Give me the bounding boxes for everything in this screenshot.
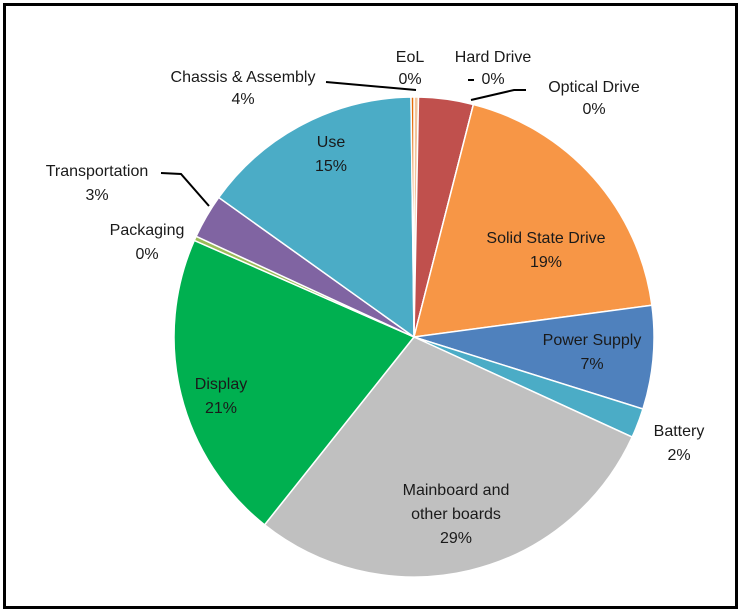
leader-line-chassis-and-assembly [325,81,417,91]
slice-label-packaging: Packaging [110,222,185,239]
slice-value-display: 21% [205,400,237,417]
pie-slices [173,96,655,578]
slice-label-hard-drive: Hard Drive [455,49,532,66]
slice-value-chassis-and-assembly: 4% [231,91,254,108]
slice-labels: EoL 0% Hard Drive 0% Optical Drive 0% Solid St… [46,49,705,547]
chart-frame: EoL 0% Hard Drive 0% Optical Drive 0% Solid St… [3,3,738,609]
slice-label-eol: EoL [396,49,425,66]
slice-value-power-supply: 7% [580,356,603,373]
pie-slice-power-supply [413,304,655,410]
slice-label-display: Display [195,376,247,393]
slice-value-battery: 2% [667,447,690,464]
slice-value-mainboard-and-other-boards: 29% [440,530,472,547]
slice-label-solid-state-drive: Solid State Drive [486,230,605,247]
slice-label-optical-drive: Optical Drive [548,79,640,96]
slice-label-mainboard-and-other-boards-line-2: other boards [411,506,501,523]
slice-label-power-supply: Power Supply [543,332,642,349]
pie-chart: EoL 0% Hard Drive 0% Optical Drive 0% Solid St… [46,49,705,578]
pie-slice-display [173,239,416,526]
slice-label-mainboard-and-other-boards-line-1: Mainboard and [403,482,510,499]
slice-value-optical-drive: 0% [582,101,605,118]
pie-slice-use [217,96,415,339]
slice-value-hard-drive: 0% [481,71,504,88]
slice-label-use: Use [317,134,346,151]
pie-slice-mainboard-and-other-boards [263,336,634,578]
slice-value-solid-state-drive: 19% [530,254,562,271]
pie-slice-chassis-and-assembly [410,96,415,338]
slice-label-transportation: Transportation [46,163,149,180]
slice-value-use: 15% [315,158,347,175]
leader-line-transportation [160,172,210,207]
slice-label-battery: Battery [654,423,705,440]
slice-value-eol: 0% [398,71,421,88]
pie-slice-solid-state-drive [412,103,653,338]
slice-value-packaging: 0% [135,246,158,263]
leader-lines [160,79,526,207]
leader-line-optical-drive [470,89,526,101]
slice-label-chassis-and-assembly: Chassis & Assembly [171,69,316,86]
slice-value-transportation: 3% [85,187,108,204]
